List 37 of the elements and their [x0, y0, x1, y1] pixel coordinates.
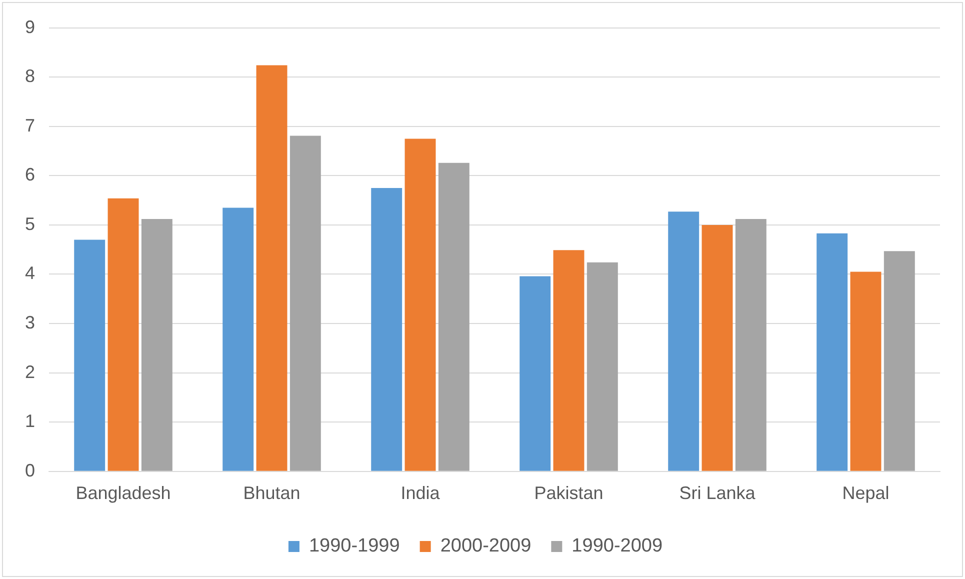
y-tick-label: 4: [24, 263, 36, 284]
bar: [404, 138, 436, 471]
bar: [141, 219, 172, 471]
x-tick-label: Bhutan: [243, 483, 300, 504]
x-tick-label: Nepal: [842, 483, 890, 504]
bar: [735, 219, 766, 471]
x-tick-label: Bangladesh: [76, 483, 171, 504]
bar: [702, 224, 733, 471]
bar: [668, 212, 700, 471]
bar: [438, 162, 470, 471]
bar: [553, 250, 584, 471]
x-tick-label: India: [400, 483, 441, 504]
y-tick-label: 8: [24, 66, 36, 86]
bar: [816, 233, 848, 471]
bar: [850, 272, 882, 471]
bar: [108, 198, 139, 471]
y-tick-label: 6: [24, 164, 36, 185]
y-tick-label: 3: [24, 312, 36, 332]
legend-label: 1990-2009: [572, 536, 663, 557]
bar: [74, 240, 106, 471]
y-tick-label: 7: [24, 115, 36, 136]
y-tick-label: 5: [24, 214, 36, 234]
bar: [256, 65, 288, 471]
x-tick-label: Sri Lanka: [679, 483, 756, 504]
bar: [520, 276, 551, 471]
bar: [884, 251, 915, 471]
bar: [290, 136, 321, 471]
y-tick-label: 1: [24, 411, 36, 432]
y-tick-label: 2: [24, 362, 36, 382]
y-tick-label: 9: [24, 16, 36, 37]
legend-label: 1990-1999: [308, 536, 400, 557]
bar: [586, 262, 618, 471]
x-tick-label: Pakistan: [534, 483, 604, 504]
y-tick-label: 0: [24, 460, 36, 480]
bar: [222, 208, 254, 471]
legend-label: 2000-2009: [440, 536, 532, 557]
bar: [371, 188, 402, 471]
